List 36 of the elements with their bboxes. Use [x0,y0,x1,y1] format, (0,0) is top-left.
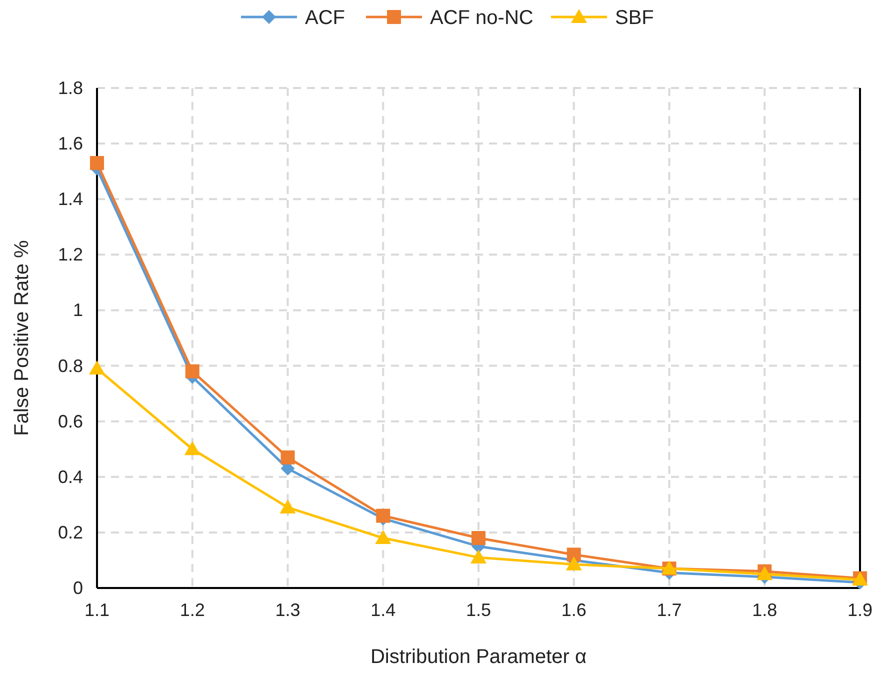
point [185,364,200,378]
point [184,441,200,456]
x-tick-label: 1.1 [84,600,110,620]
y-tick-label: 0.2 [58,522,83,542]
x-tick-label: 1.3 [275,600,300,620]
point [376,508,390,523]
x-tick-label: 1.2 [180,600,205,620]
y-tick-label: 0 [72,578,83,598]
point [470,549,486,564]
point [280,450,295,464]
x-tick-label: 1.8 [752,600,778,620]
x-tick-label: 1.9 [847,600,873,620]
x-tick-label: 1.5 [466,600,492,620]
point [566,548,581,562]
y-tick-label: 0.8 [58,356,83,376]
x-tick-label: 1.6 [561,600,586,620]
x-tick-label: 1.4 [370,600,396,620]
y-tick-label: 1.4 [58,189,83,210]
y-tick-label: 1.2 [58,244,83,265]
y-tick-label: 0.4 [58,466,83,487]
y-axis-title: False Positive Rate % [11,240,33,436]
point [566,556,582,570]
point [280,499,296,514]
y-tick-label: 1.8 [58,78,83,98]
x-tick-label: 1.7 [656,600,682,620]
y-tick-label: 1 [72,300,83,320]
legend-label: SBF [615,7,654,29]
y-tick-label: 0.6 [58,411,83,432]
x-axis-title: Distribution Parameter α [370,646,587,668]
legend-label: ACF no-NC [430,7,534,29]
y-tick-label: 1.6 [58,134,83,154]
legend-label: ACF [305,7,345,29]
point [90,156,104,170]
point [472,531,486,545]
point [375,530,392,544]
point [89,360,105,375]
